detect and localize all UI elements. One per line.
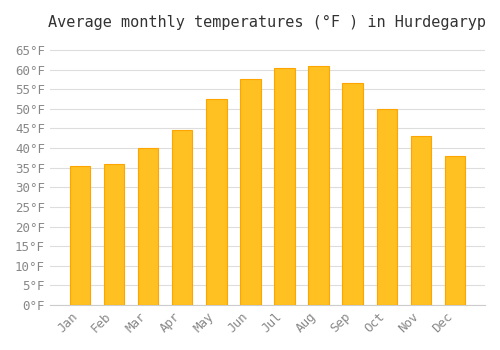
Bar [342, 83, 363, 305]
Bar [376, 109, 397, 305]
Bar [308, 65, 329, 305]
Title: Average monthly temperatures (°F ) in Hurdegaryp: Average monthly temperatures (°F ) in Hu… [48, 15, 486, 30]
Bar [206, 99, 227, 305]
Bar [410, 136, 431, 305]
Bar [104, 164, 124, 305]
Bar [445, 156, 465, 305]
Bar [70, 166, 90, 305]
Bar [172, 130, 193, 305]
Bar [138, 148, 158, 305]
Bar [274, 68, 294, 305]
Bar [240, 79, 260, 305]
